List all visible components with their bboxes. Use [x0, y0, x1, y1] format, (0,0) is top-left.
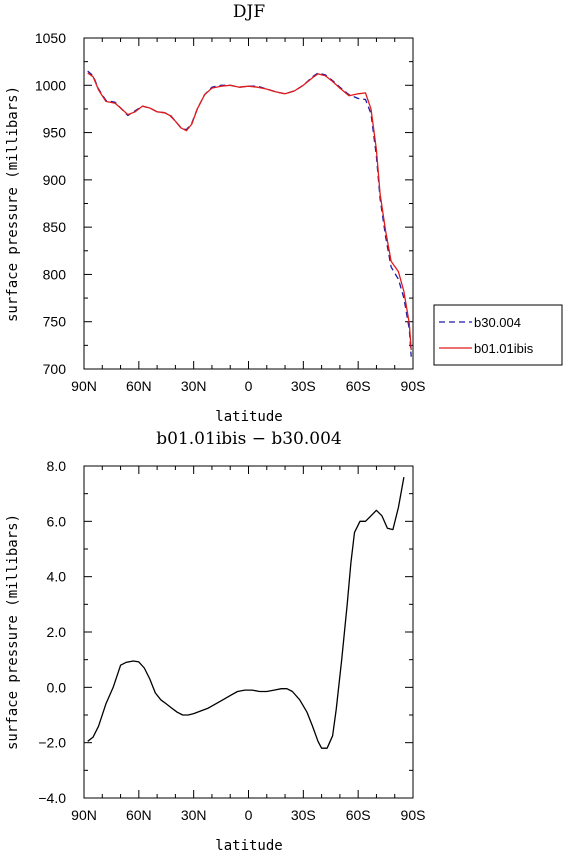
chart-top-plot-frame [83, 37, 414, 370]
bottom-y-tick-label: 6.0 [47, 513, 67, 529]
bottom-series-line-diff-0 [87, 476, 405, 749]
top-y-tick-label: 850 [43, 219, 67, 235]
bottom-x-tick-label: 90N [71, 807, 97, 823]
top-y-tick-label: 800 [43, 266, 67, 282]
bottom-x-tick-label: 30N [181, 807, 207, 823]
chart-top-series [87, 70, 412, 357]
chart-top: DJF 90N 60N 30N 0 30S 60S 90S 700 750 800 850 900 95… [5, 2, 563, 425]
top-x-tick-label: 90N [71, 378, 97, 394]
chart-bottom: b01.01ibis − b30.004 90N 60N 30N 0 30S 60S 90S… [5, 429, 425, 852]
top-x-tick-label: 60S [346, 378, 371, 394]
chart-top-x-axis-label: latitude [215, 409, 282, 425]
top-series-line-b30-004 [87, 70, 412, 357]
chart-top-ticks: 90N 60N 30N 0 30S 60S 90S 700 750 800 850 900 950 100… [35, 30, 426, 394]
chart-bottom-x-axis-label: latitude [215, 838, 282, 852]
top-x-tick-label: 30S [291, 378, 316, 394]
bottom-x-tick-label: 60S [346, 807, 371, 823]
top-series-line-b01-01ibis [87, 72, 412, 351]
bottom-y-tick-label: 0.0 [47, 679, 67, 695]
bottom-y-tick-label: 4.0 [47, 569, 67, 585]
top-y-tick-label: 900 [43, 172, 67, 188]
bottom-y-tick-label: −2.0 [38, 735, 66, 751]
top-y-tick-label: 700 [43, 361, 67, 377]
bottom-y-tick-label: −4.0 [38, 790, 66, 806]
bottom-x-tick-label: 0 [245, 807, 253, 823]
bottom-x-tick-label: 90S [401, 807, 426, 823]
top-y-tick-label: 750 [43, 314, 67, 330]
chart-bottom-title: b01.01ibis − b30.004 [156, 429, 341, 449]
chart-bottom-plot-frame [83, 465, 414, 799]
top-y-tick-label: 950 [43, 125, 67, 141]
top-y-tick-label: 1050 [35, 30, 66, 46]
legend-label-b30-004: b30.004 [474, 315, 521, 330]
chart-top-title: DJF [233, 2, 265, 22]
chart-top-legend: b30.004 b01.01ibis [433, 304, 563, 366]
chart-bottom-series [87, 476, 405, 749]
bottom-y-tick-label: 2.0 [47, 624, 67, 640]
top-x-tick-label: 0 [245, 378, 253, 394]
top-x-tick-label: 60N [126, 378, 152, 394]
top-x-tick-label: 90S [401, 378, 426, 394]
legend-box [433, 304, 563, 366]
legend-label-b01-01ibis: b01.01ibis [474, 341, 534, 356]
bottom-x-tick-label: 30S [291, 807, 316, 823]
chart-top-y-axis-label: surface pressure (millibars) [5, 86, 21, 322]
bottom-y-tick-label: 8.0 [47, 458, 67, 474]
chart-bottom-ticks: 90N 60N 30N 0 30S 60S 90S −4.0 −2.0 0.0 2.0 4.0 6.0 8… [38, 458, 425, 823]
top-y-tick-label: 1000 [35, 77, 66, 93]
chart-bottom-y-axis-label: surface pressure (millibars) [5, 514, 21, 750]
top-x-tick-label: 30N [181, 378, 207, 394]
bottom-x-tick-label: 60N [126, 807, 152, 823]
